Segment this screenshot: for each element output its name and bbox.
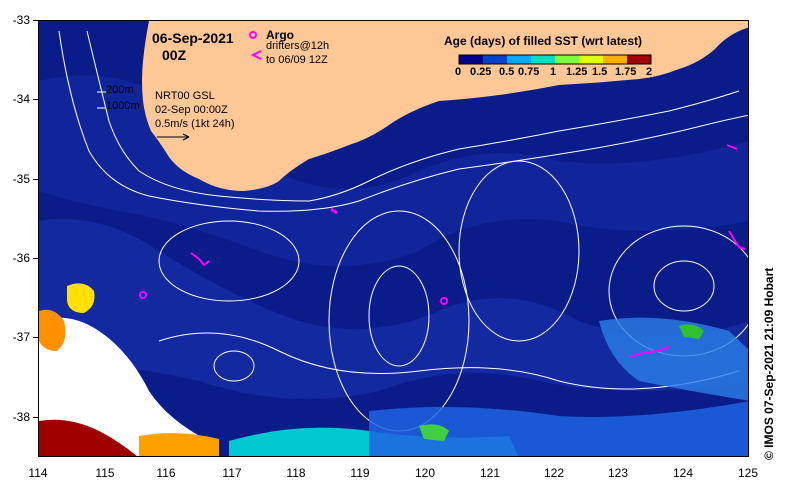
ssh-contour (213, 350, 255, 382)
velocity-scale-arrow-head (182, 133, 190, 141)
sst-age-patch-orange (39, 309, 66, 351)
product-date-label: 02-Sep 00:00Z (155, 104, 228, 116)
colorbar-tick: 0 (455, 66, 462, 78)
colorbar-seg-0 (459, 55, 483, 64)
sst-map[interactable] (39, 21, 749, 457)
lat-tick-mark (33, 417, 38, 418)
ssh-contour (653, 260, 715, 312)
colorbar-frame (458, 54, 652, 65)
product-label: NRT00 GSL (155, 90, 215, 102)
drifter-track (728, 230, 746, 250)
drifter-track (330, 207, 338, 215)
colorbar-tick: 1 (550, 66, 557, 78)
colorbar-tick: 1.5 (592, 66, 608, 78)
ssh-contour (458, 160, 580, 342)
map-panel[interactable] (38, 20, 749, 457)
colorbar-seg-2 (507, 55, 531, 64)
lat-tick-label: -35 (12, 172, 30, 186)
drifter-track (190, 252, 210, 267)
ocean-patch (39, 75, 748, 266)
map-time-title: 00Z (162, 47, 187, 63)
ssh-contour (158, 220, 300, 302)
lon-tick-label: 123 (607, 466, 629, 480)
lat-tick-label: -36 (12, 251, 30, 265)
lon-tick-label: 125 (737, 466, 759, 480)
lat-tick-mark (33, 20, 38, 21)
lat-tick-label: -34 (12, 92, 30, 106)
lon-tick-label: 121 (479, 466, 501, 480)
lon-tick-label: 124 (672, 466, 694, 480)
lon-tick-label: 116 (156, 466, 176, 480)
colorbar-tick: 0.5 (499, 66, 515, 78)
drifter-legend-label-1: drifters@12h (266, 40, 330, 52)
sst-age-patch-orange (139, 433, 219, 456)
colorbar-title: Age (days) of filled SST (wrt latest) (444, 34, 643, 48)
sst-age-patch-green (679, 324, 704, 339)
lat-tick-mark (33, 99, 38, 100)
sst-age-patch-blue (369, 401, 748, 456)
colorbar-seg-6 (603, 55, 627, 64)
depth-label-200m: 200m (106, 84, 134, 96)
colorbar-tick: 1.25 (566, 66, 588, 78)
sst-age-patch-red (39, 419, 137, 456)
depth-contour-1000m (58, 30, 748, 212)
drifter-legend-marker (250, 50, 262, 60)
lon-tick-label: 117 (222, 466, 242, 480)
argo-float-marker (139, 291, 147, 299)
ocean-patch (39, 219, 748, 399)
drifter-track (726, 144, 738, 150)
colorbar-seg-4 (555, 55, 579, 64)
sst-age-patch-lightblue (599, 317, 748, 401)
lon-tick-label: 114 (28, 466, 48, 480)
lon-tick-label: 122 (543, 466, 565, 480)
colorbar-tick: 1.75 (615, 66, 637, 78)
colorbar-seg-7 (627, 55, 651, 64)
velocity-scale-label: 0.5m/s (1kt 24h) (155, 118, 235, 130)
sst-age-patch-yellow (67, 283, 95, 313)
lon-tick-label: 120 (414, 466, 436, 480)
colorbar-tick: 0.25 (470, 66, 492, 78)
argo-legend-marker (249, 31, 257, 39)
lat-tick-label: -37 (12, 330, 30, 344)
colorbar-seg-1 (483, 55, 507, 64)
lat-tick-label: -38 (12, 410, 30, 424)
lon-tick-label: 118 (286, 466, 306, 480)
drifter-track (628, 346, 670, 358)
colorbar-tick: 0.75 (518, 66, 540, 78)
depth-label-1000m: 1000m (106, 100, 140, 112)
depth-contour-200m (86, 30, 740, 202)
sst-age-patch-green (419, 424, 449, 441)
colorbar-tick: 2 (646, 66, 653, 78)
colorbar-seg-3 (531, 55, 555, 64)
lat-tick-label: -33 (12, 13, 30, 27)
missing-data-white (39, 317, 209, 456)
map-date-title: 06-Sep-2021 (152, 30, 234, 46)
argo-legend-label: Argo (266, 28, 294, 42)
colorbar-seg-5 (579, 55, 603, 64)
credit-text: © IMOS 07-Sep-2021 21:09 Hobart (762, 267, 776, 460)
lon-tick-label: 119 (350, 466, 370, 480)
ssh-contour (368, 265, 430, 367)
lat-tick-mark (33, 179, 38, 180)
lat-tick-mark (33, 258, 38, 259)
lon-tick-label: 115 (95, 466, 115, 480)
ssh-contour (158, 332, 740, 390)
lat-tick-mark (33, 337, 38, 338)
argo-float-marker (440, 297, 448, 305)
colorbar (458, 54, 652, 65)
drifter-legend-label-2: to 06/09 12Z (266, 54, 328, 66)
